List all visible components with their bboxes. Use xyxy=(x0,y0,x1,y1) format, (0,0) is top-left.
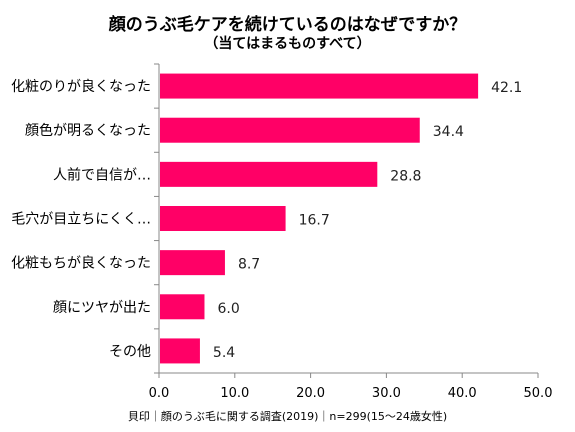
category-label: 化粧のりが良くなった xyxy=(11,79,151,95)
bar xyxy=(160,338,200,364)
x-tick-label: 0.0 xyxy=(149,386,170,401)
bar xyxy=(160,206,286,231)
x-tick-label: 20.0 xyxy=(296,386,325,401)
data-label: 34.4 xyxy=(433,124,464,140)
data-label: 28.8 xyxy=(390,168,421,184)
bar xyxy=(160,250,225,276)
x-tick-label: 40.0 xyxy=(448,386,477,401)
chart-subtitle: （当てはまるものすべて） xyxy=(204,36,371,52)
bar xyxy=(160,161,378,187)
data-label: 42.1 xyxy=(491,80,522,96)
bar xyxy=(160,117,420,143)
category-label: 毛穴が目立ちにくく… xyxy=(11,212,151,228)
data-label: 5.4 xyxy=(213,345,235,361)
source-note: 貝印｜顔のうぶ毛に関する調査(2019)｜n=299(15～24歳女性) xyxy=(127,410,448,423)
bar xyxy=(160,73,479,99)
data-label: 6.0 xyxy=(217,301,239,317)
x-tick-label: 50.0 xyxy=(524,386,553,401)
data-label: 16.7 xyxy=(299,213,330,229)
x-tick-label: 30.0 xyxy=(372,386,401,401)
chart-title: 顔のうぶ毛ケアを続けているのはなぜですか？ xyxy=(108,15,467,35)
category-label: 人前で自信が… xyxy=(53,166,151,183)
bar xyxy=(160,294,205,320)
category-label: その他 xyxy=(109,344,151,360)
data-label: 8.7 xyxy=(238,257,260,273)
category-label: 顔色が明るくなった xyxy=(25,122,151,139)
category-label: 顔にツヤが出た xyxy=(53,300,151,316)
x-tick-label: 10.0 xyxy=(220,386,249,401)
category-label: 化粧もちが良くなった xyxy=(11,256,151,272)
